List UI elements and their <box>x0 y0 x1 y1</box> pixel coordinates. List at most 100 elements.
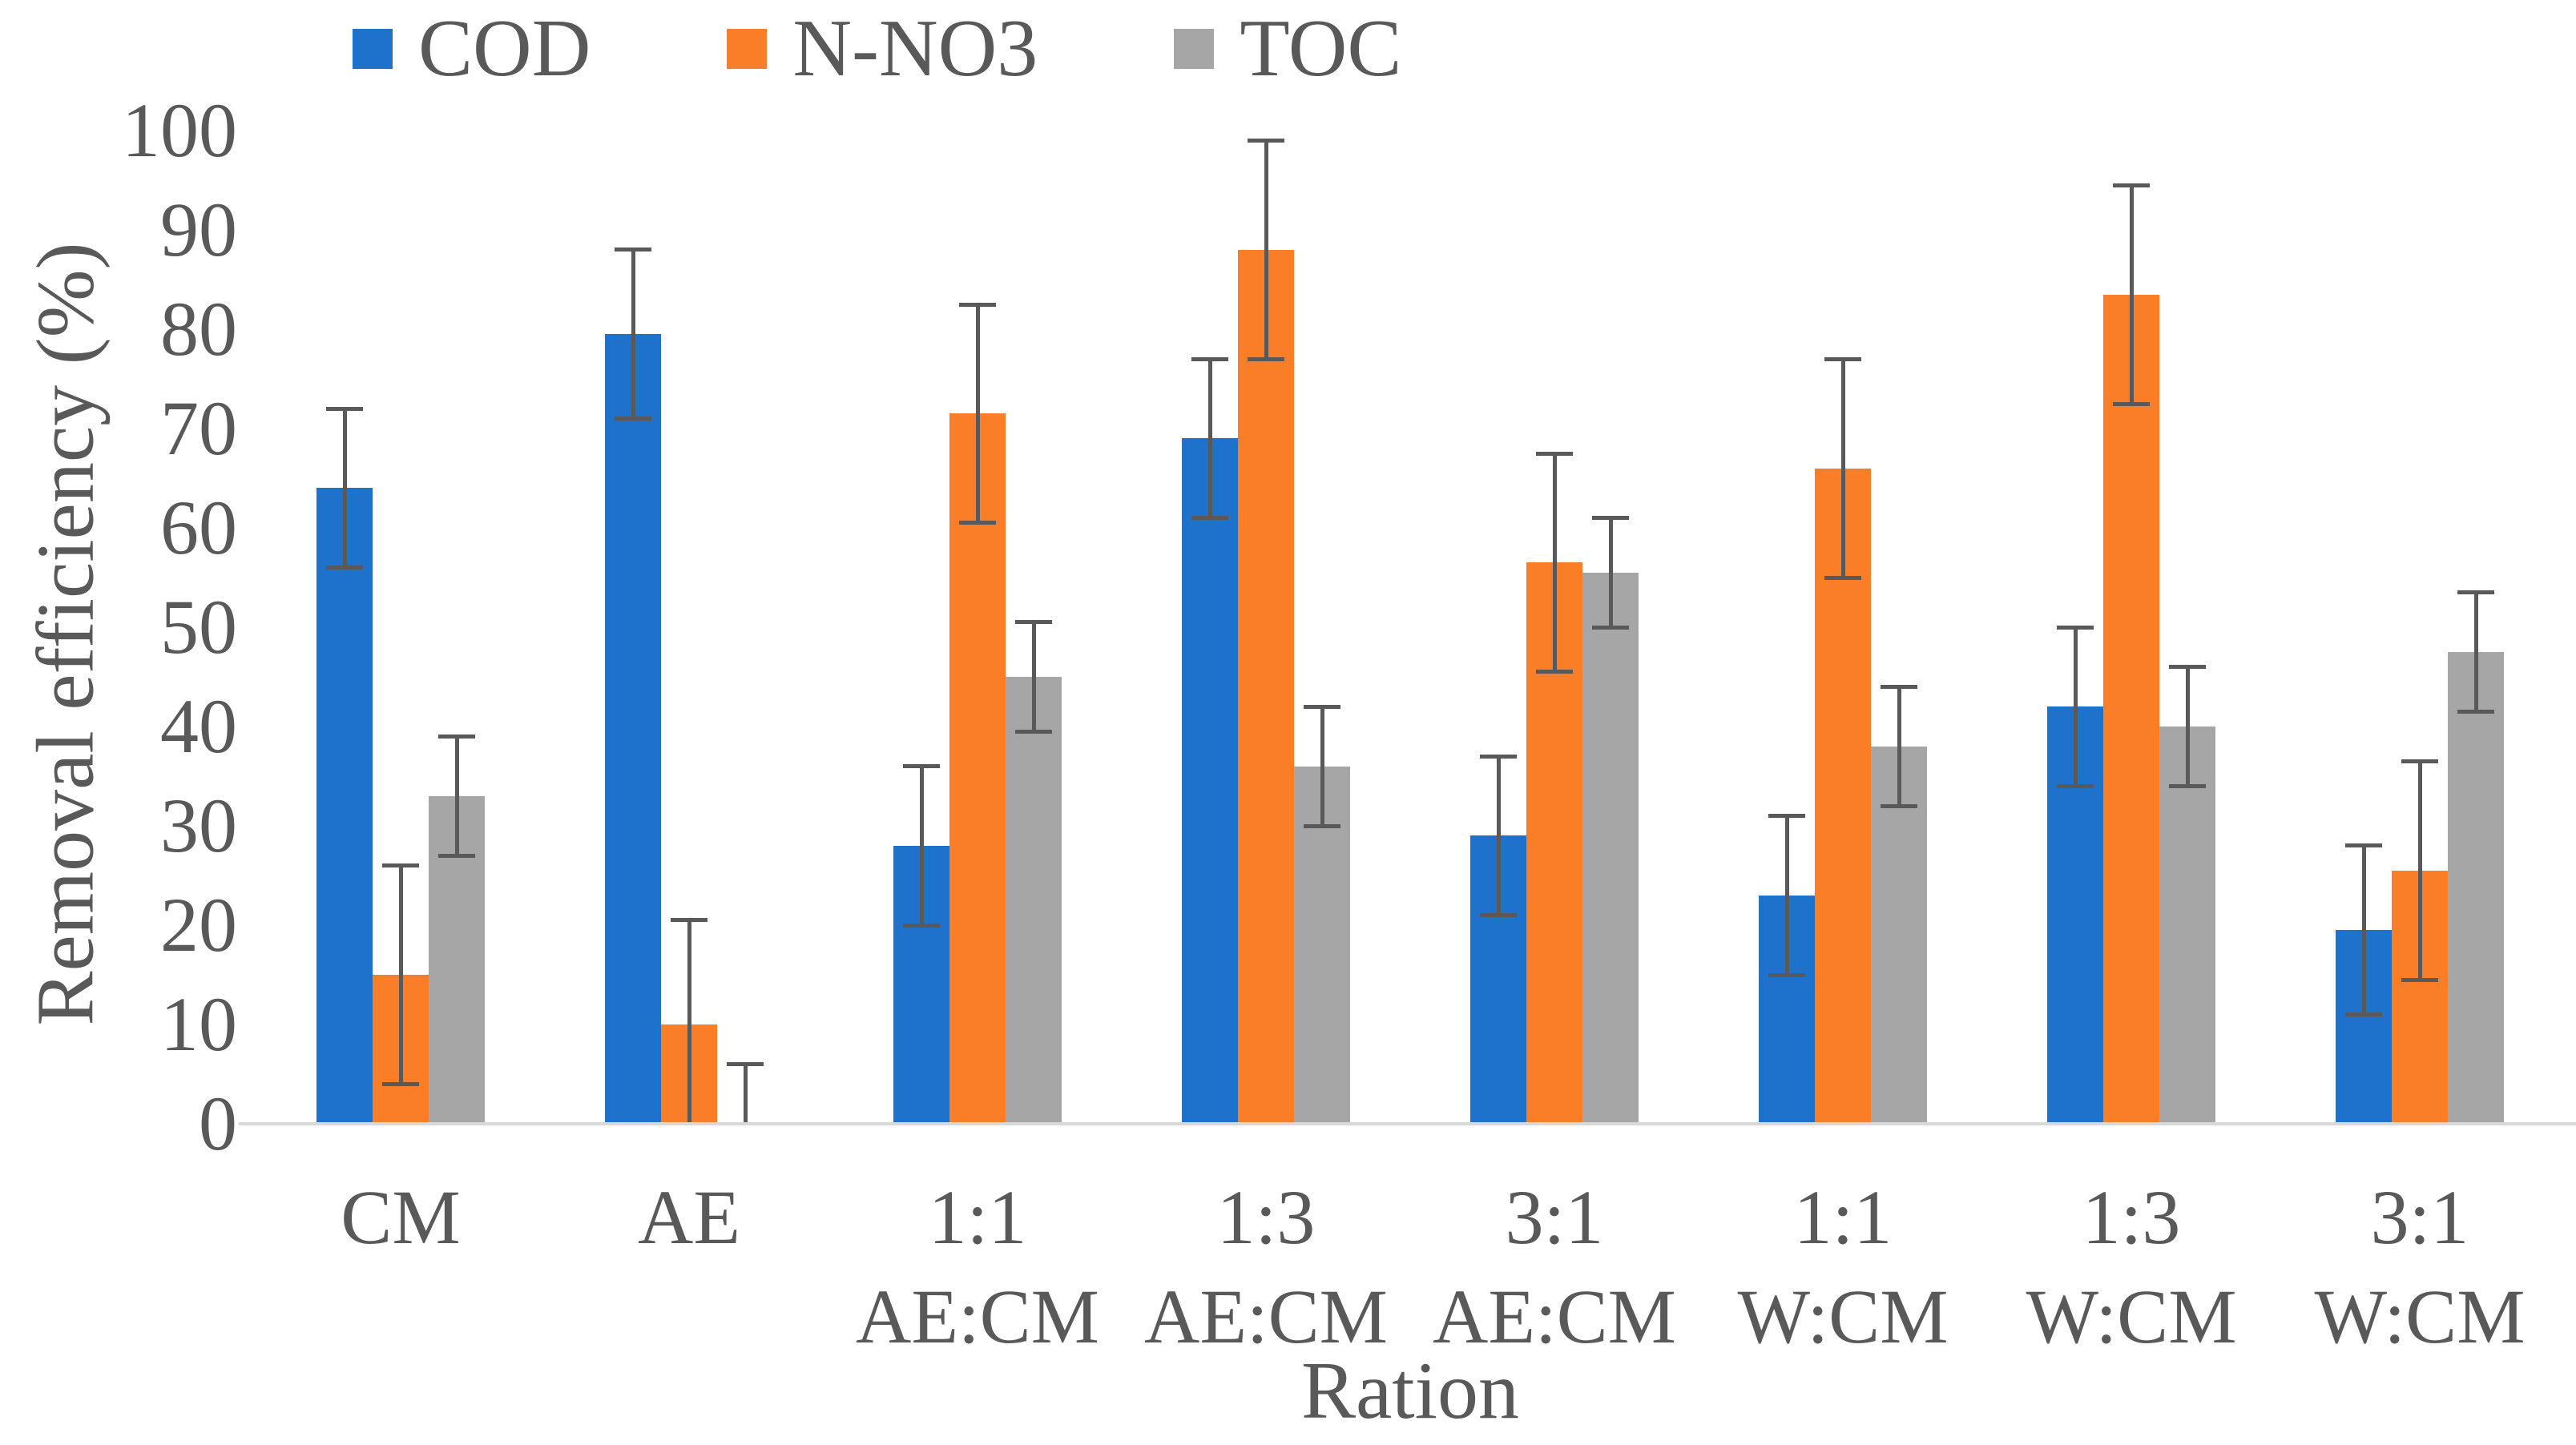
x-category-label-line: 1:1 <box>928 1174 1027 1260</box>
x-category-label-line: AE:CM <box>1143 1274 1389 1359</box>
error-bar-cap-bottom <box>1768 972 1805 977</box>
x-axis-line <box>239 1122 2576 1125</box>
bar-nno3-2 <box>949 413 1006 1124</box>
x-category-label-7: 3:1 W:CM <box>2277 1168 2562 1367</box>
error-bar-line <box>342 409 347 568</box>
error-bar-line <box>919 766 924 925</box>
cod-swatch-icon <box>353 29 393 69</box>
bar-nno3-3 <box>1238 249 1294 1124</box>
error-bar-cap-bottom <box>1015 729 1052 734</box>
error-bar-line <box>398 865 403 1085</box>
error-bar-cap-bottom <box>1592 625 1629 630</box>
error-bar-cap-top <box>1480 754 1517 759</box>
error-bar-line <box>1840 359 1845 578</box>
legend-label-nno3: N-NO3 <box>792 3 1038 94</box>
x-category-label-line: W:CM <box>2314 1274 2526 1359</box>
error-bar-line <box>631 249 635 419</box>
error-bar-cap-top <box>2113 183 2150 187</box>
error-bar-line <box>2129 185 2134 404</box>
y-tick-label-40: 40 <box>160 683 237 769</box>
legend-item-nno3: N-NO3 <box>727 8 1038 90</box>
y-tick-label-60: 60 <box>160 485 237 570</box>
legend-label-toc: TOC <box>1240 3 1402 94</box>
bar-cod-0 <box>316 488 373 1124</box>
error-bar-line <box>1552 453 1557 672</box>
x-category-label-6: 1:3 W:CM <box>1989 1168 2274 1367</box>
error-bar-cap-top <box>1191 356 1228 361</box>
x-category-label-line: 3:1 <box>1505 1174 1604 1260</box>
error-bar-cap-bottom <box>2169 783 2206 788</box>
y-tick-label-30: 30 <box>160 783 237 868</box>
error-bar-line <box>1784 815 1789 975</box>
error-bar-cap-top <box>727 1062 764 1067</box>
error-bar-line <box>2417 761 2422 980</box>
error-bar-cap-top <box>1248 138 1284 143</box>
x-category-label-line: 1:3 <box>2082 1174 2181 1260</box>
error-bar-line <box>1496 756 1501 916</box>
x-category-label-line: W:CM <box>1737 1274 1949 1359</box>
legend-item-toc: TOC <box>1174 8 1401 90</box>
error-bar-line <box>2185 666 2190 787</box>
error-bar-cap-top <box>1592 516 1629 521</box>
error-bar-cap-bottom <box>2345 1012 2382 1017</box>
error-bar-cap-bottom <box>1304 823 1340 828</box>
error-bar-cap-top <box>615 248 651 252</box>
error-bar-cap-top <box>326 406 363 411</box>
bar-nno3-6 <box>2103 294 2159 1124</box>
y-tick-label-0: 0 <box>199 1081 237 1166</box>
error-bar-cap-top <box>671 918 707 923</box>
error-bar-cap-bottom <box>1824 575 1861 580</box>
x-category-label-line: 1:1 <box>1793 1174 1893 1260</box>
y-tick-label-100: 100 <box>122 87 237 173</box>
error-bar-cap-top <box>2057 625 2094 630</box>
error-bar-cap-bottom <box>1881 803 1917 808</box>
y-tick-label-10: 10 <box>160 981 237 1067</box>
x-category-label-line: W:CM <box>2026 1274 2237 1359</box>
error-bar-cap-top <box>959 302 996 307</box>
error-bar-line <box>2361 845 2366 1015</box>
x-category-label-2: 1:1 AE:CM <box>835 1168 1120 1367</box>
error-bar-cap-bottom <box>1248 356 1284 361</box>
x-category-label-line: AE:CM <box>1432 1274 1677 1359</box>
error-bar-line <box>454 736 459 856</box>
error-bar-cap-top <box>2345 843 2382 848</box>
error-bar-cap-bottom <box>2401 977 2438 982</box>
error-bar-cap-top <box>903 764 940 769</box>
x-category-label-5: 1:1 W:CM <box>1700 1168 1985 1367</box>
error-bar-cap-top <box>1881 684 1917 689</box>
error-bar-cap-top <box>2169 665 2206 670</box>
nno3-swatch-icon <box>727 29 768 69</box>
legend-label-cod: COD <box>418 3 591 94</box>
error-bar-cap-bottom <box>2113 401 2150 406</box>
legend-item-cod: COD <box>353 8 591 90</box>
error-bar-cap-top <box>1015 620 1052 625</box>
y-tick-label-70: 70 <box>160 385 237 471</box>
error-bar-cap-bottom <box>382 1081 419 1086</box>
error-bar-cap-top <box>438 734 475 739</box>
x-category-label-4: 3:1 AE:CM <box>1412 1168 1697 1367</box>
y-tick-label-20: 20 <box>160 882 237 968</box>
error-bar-cap-bottom <box>1536 670 1573 674</box>
error-bar-cap-top <box>1768 814 1805 819</box>
error-bar-cap-bottom <box>438 853 475 858</box>
error-bar-line <box>743 1064 748 1124</box>
x-category-label-line: 1:3 <box>1216 1174 1316 1260</box>
error-bar-cap-bottom <box>615 417 651 421</box>
x-category-label-line: 3:1 <box>2370 1174 2469 1260</box>
error-bar-cap-top <box>382 863 419 868</box>
error-bar-cap-bottom <box>903 923 940 928</box>
x-category-label-line: AE <box>638 1174 740 1260</box>
error-bar-line <box>975 304 980 523</box>
toc-swatch-icon <box>1174 29 1215 69</box>
error-bar-cap-bottom <box>326 566 363 570</box>
y-tick-label-50: 50 <box>160 584 237 670</box>
error-bar-cap-bottom <box>1191 516 1228 521</box>
error-bar-line <box>2073 627 2078 787</box>
error-bar-line <box>1207 359 1212 518</box>
x-category-label-3: 1:3 AE:CM <box>1123 1168 1409 1367</box>
bar-toc-7 <box>2448 652 2504 1124</box>
bar-toc-4 <box>1582 572 1639 1124</box>
x-category-label-0: CM <box>258 1168 543 1267</box>
error-bar-cap-top <box>2457 590 2494 595</box>
